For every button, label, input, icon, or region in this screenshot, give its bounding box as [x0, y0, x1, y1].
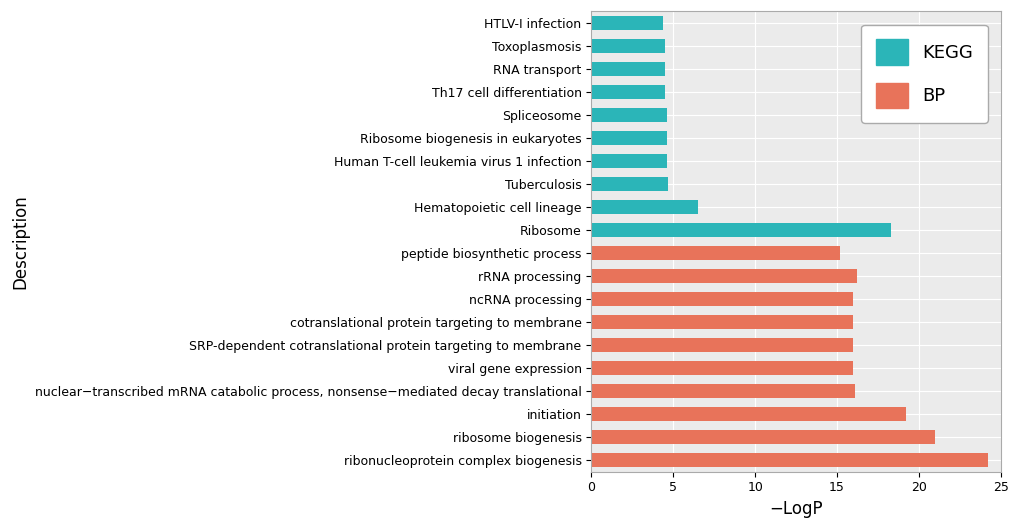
- Bar: [591, 223, 891, 237]
- Bar: [591, 62, 664, 76]
- Y-axis label: Description: Description: [11, 194, 30, 289]
- Bar: [591, 246, 840, 260]
- Bar: [591, 338, 853, 352]
- Bar: [591, 315, 853, 329]
- Bar: [591, 269, 856, 283]
- Bar: [591, 39, 664, 52]
- Bar: [591, 407, 905, 421]
- Bar: [591, 177, 667, 191]
- Bar: [591, 200, 697, 214]
- Bar: [591, 16, 662, 30]
- Bar: [591, 85, 664, 98]
- Bar: [591, 361, 853, 375]
- Bar: [591, 108, 666, 122]
- X-axis label: −LogP: −LogP: [768, 500, 822, 518]
- Bar: [591, 430, 934, 444]
- Bar: [591, 292, 853, 306]
- Bar: [591, 154, 666, 168]
- Bar: [591, 131, 666, 144]
- Bar: [591, 453, 986, 467]
- Bar: [591, 384, 854, 398]
- Legend: KEGG, BP: KEGG, BP: [860, 25, 986, 123]
